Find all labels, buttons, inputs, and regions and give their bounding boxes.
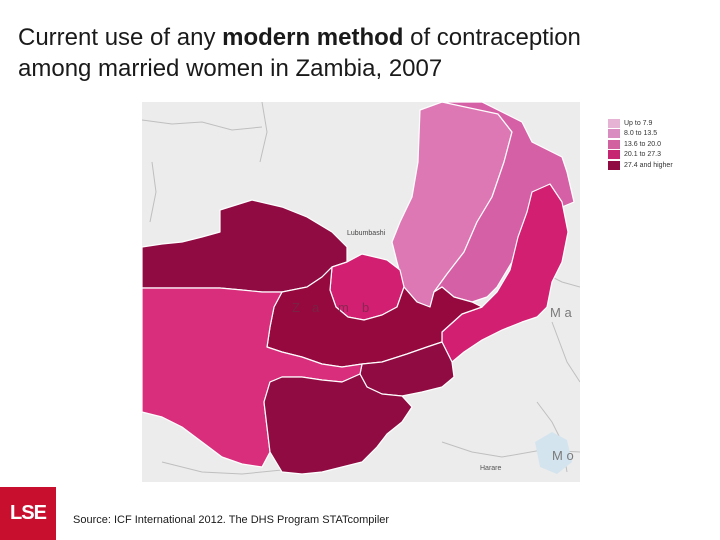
legend-item: 8.0 to 13.5	[608, 129, 718, 140]
road-line	[259, 102, 268, 163]
logo-text: LSE	[10, 502, 47, 524]
region-eastern[interactable]	[441, 183, 569, 363]
neighbor-label-malawi: M a	[550, 305, 572, 320]
legend-item: 27.4 and higher	[608, 160, 718, 171]
legend-label: 8.0 to 13.5	[624, 130, 658, 138]
source-citation: Source: ICF International 2012. The DHS …	[73, 514, 390, 526]
country-label-char: Z	[292, 300, 300, 315]
slide-title: Current use of any modern method of cont…	[18, 22, 708, 84]
legend-item: Up to 7.9	[608, 118, 718, 129]
legend-swatch	[608, 129, 620, 139]
legend-item: 20.1 to 27.3	[608, 150, 718, 161]
map[interactable]: Lubumbashi Harare Z a m b M a M o	[142, 102, 580, 482]
map-legend: Up to 7.9 8.0 to 13.5 13.6 to 20.0 20.1 …	[608, 118, 718, 171]
title-text-bold: modern method	[222, 24, 404, 51]
road-line	[161, 461, 283, 475]
legend-label: Up to 7.9	[624, 119, 653, 127]
map-canvas[interactable]: Lubumbashi Harare Z a m b M a M o	[142, 102, 580, 482]
legend-label: 20.1 to 27.3	[624, 151, 661, 159]
title-text-post: of contraception	[403, 24, 581, 51]
lse-logo: LSE	[0, 487, 56, 540]
lake-water	[535, 432, 572, 474]
city-label-harare: Harare	[480, 465, 502, 472]
title-text-pre: Current use of any	[18, 24, 223, 51]
neighbor-label-mozambique: M o	[552, 448, 574, 463]
legend-label: 13.6 to 20.0	[624, 140, 661, 148]
country-label-char: a	[312, 300, 320, 315]
legend-label: 27.4 and higher	[624, 161, 673, 169]
legend-swatch	[608, 118, 620, 128]
title-line-2: among married women in Zambia, 2007	[18, 55, 443, 82]
road-line	[142, 119, 263, 131]
legend-swatch	[608, 150, 620, 160]
region-southern[interactable]	[263, 373, 413, 475]
city-label-lubumbashi: Lubumbashi	[347, 230, 386, 237]
title-line-1: Current use of any modern method of cont…	[18, 22, 708, 53]
country-label-zambia: Z a m b	[292, 300, 369, 315]
road-line	[149, 161, 157, 223]
legend-swatch	[608, 139, 620, 149]
country-label-char: m	[338, 300, 349, 315]
legend-swatch	[608, 160, 620, 170]
legend-item: 13.6 to 20.0	[608, 139, 718, 150]
road-line	[551, 321, 580, 383]
country-label-char: b	[362, 300, 369, 315]
